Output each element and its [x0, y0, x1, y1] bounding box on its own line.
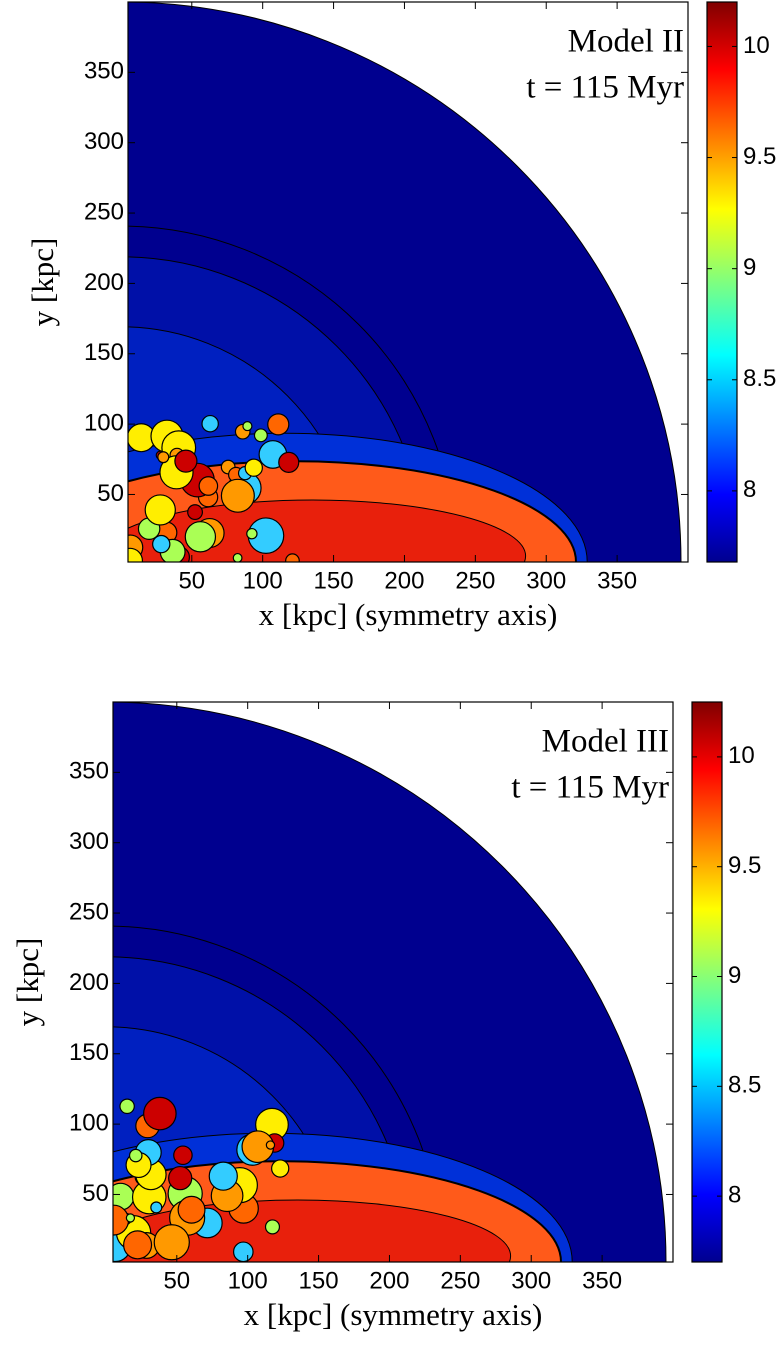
eddy: [177, 1195, 206, 1224]
plot-frame: [127, 1, 689, 563]
x-tick-label: 250: [440, 1267, 480, 1294]
eddy: [157, 451, 170, 464]
colorbar: [691, 701, 723, 1263]
eddy: [232, 552, 243, 562]
eddy: [168, 1165, 193, 1191]
y-tick-label: 150: [84, 339, 124, 366]
y-tick-label: 100: [84, 409, 124, 436]
field: [128, 2, 688, 562]
y-tick-label: 100: [69, 1109, 109, 1136]
x-tick-label: 250: [455, 567, 495, 594]
x-tick-label: 50: [178, 567, 205, 594]
eddy: [201, 414, 219, 433]
y-tick-label: 200: [84, 269, 124, 296]
x-tick-label: 150: [299, 1267, 339, 1294]
eddy: [153, 1224, 190, 1261]
colorbar-tick-label: 8.5: [728, 1072, 761, 1099]
colorbar-tick-label: 8: [728, 1181, 741, 1208]
eddy: [198, 476, 219, 496]
x-tick-label: 100: [228, 1267, 268, 1294]
eddy: [184, 521, 217, 553]
y-tick-label: 250: [84, 198, 124, 225]
eddy: [123, 1230, 153, 1260]
eddy: [271, 1159, 290, 1178]
eddy: [144, 494, 176, 526]
x-tick-label: 150: [314, 567, 354, 594]
y-axis-label: y [kpc]: [10, 938, 45, 1027]
core: [128, 499, 527, 562]
eddy: [174, 449, 198, 473]
y-axis-label: y [kpc]: [25, 238, 60, 327]
annotation: t = 115 Myr: [526, 70, 684, 106]
field: [113, 702, 673, 1262]
eddy: [128, 1148, 143, 1163]
x-tick-label: 350: [597, 567, 637, 594]
y-tick-label: 50: [82, 1180, 109, 1207]
eddy: [267, 413, 290, 436]
annotation: t = 115 Myr: [511, 770, 669, 806]
colorbar-tick-label: 10: [728, 742, 755, 769]
plot-frame: [112, 701, 674, 1263]
x-tick-label: 300: [511, 1267, 551, 1294]
y-tick-label: 200: [69, 969, 109, 996]
eddy: [220, 478, 255, 513]
y-tick-label: 250: [69, 898, 109, 925]
x-tick-label: 350: [582, 1267, 622, 1294]
annotation: Model II: [568, 24, 684, 60]
eddy: [265, 1140, 276, 1150]
eddy: [285, 553, 300, 562]
eddy: [150, 1201, 163, 1214]
eddy: [246, 527, 258, 540]
x-tick-label: 200: [384, 567, 424, 594]
colorbar-tick-label: 8.5: [743, 365, 776, 392]
eddy: [143, 1096, 177, 1131]
eddy: [152, 534, 171, 554]
colorbar-tick-label: 9: [728, 962, 741, 989]
colorbar-tick-label: 9.5: [728, 852, 761, 879]
y-tick-label: 300: [69, 828, 109, 855]
colorbar: [706, 1, 738, 563]
eddy: [119, 1098, 135, 1115]
y-tick-label: 50: [97, 480, 124, 507]
eddy: [264, 1219, 281, 1235]
x-axis-label: x [kpc] (symmetry axis): [244, 1297, 543, 1332]
x-axis-label: x [kpc] (symmetry axis): [259, 597, 558, 632]
colorbar-tick-label: 8: [743, 476, 756, 503]
eddy: [125, 1213, 136, 1223]
x-tick-label: 300: [526, 567, 566, 594]
colorbar-tick-label: 9.5: [743, 143, 776, 170]
colorbar-tick-label: 9: [743, 254, 756, 281]
eddy: [232, 1241, 254, 1262]
eddy: [128, 547, 144, 562]
eddy: [278, 451, 300, 473]
colorbar-tick-label: 10: [743, 32, 770, 59]
x-tick-label: 50: [163, 1267, 190, 1294]
y-tick-label: 150: [69, 1039, 109, 1066]
eddy: [242, 421, 253, 432]
annotation: Model III: [542, 724, 669, 760]
eddy: [113, 1182, 135, 1211]
eddy: [187, 504, 204, 521]
eddy: [173, 1145, 193, 1166]
eddy: [244, 458, 263, 477]
y-tick-label: 350: [84, 58, 124, 85]
y-tick-label: 300: [84, 128, 124, 155]
eddy: [208, 1161, 238, 1191]
x-tick-label: 200: [369, 1267, 409, 1294]
x-tick-label: 100: [243, 567, 283, 594]
y-tick-label: 350: [69, 758, 109, 785]
eddy: [253, 428, 268, 443]
